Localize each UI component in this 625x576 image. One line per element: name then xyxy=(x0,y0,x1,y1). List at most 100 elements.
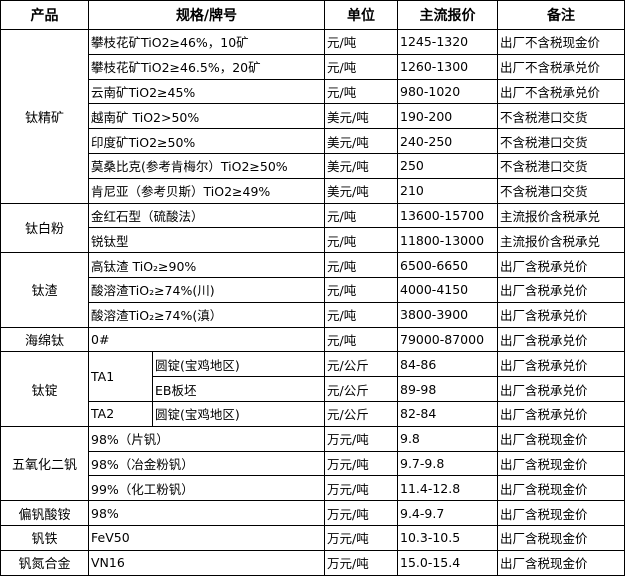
spec-cell: 莫桑比克(参考肯梅尔）TiO2≥50% xyxy=(88,152,325,179)
unit-cell: 元/吨 xyxy=(324,29,398,55)
header-product: 产品 xyxy=(0,0,89,30)
header-row: 产品 规格/牌号 单位 主流报价 备注 xyxy=(0,0,625,30)
table-row: 钛精矿 攀枝花矿TiO2≥46%，10矿 元/吨 1245-1320 出厂不含税现金价 xyxy=(0,29,625,204)
price-cell: 89-98 xyxy=(397,376,498,402)
header-spec: 规格/牌号 xyxy=(88,0,325,30)
price-cell: 210 xyxy=(397,177,498,204)
note-cell: 出厂不含税承兑价 xyxy=(497,53,625,80)
spec-cell: VN16 xyxy=(88,549,325,576)
note-cell: 出厂含税承兑价 xyxy=(497,400,625,427)
price-cell: 980-1020 xyxy=(397,78,498,105)
note-cell: 出厂含税现金价 xyxy=(497,524,625,551)
table-row: 印度矿TiO2≥50% 美元/吨 240-250 不含税港口交货 xyxy=(1,128,625,154)
note-cell: 出厂不含税现金价 xyxy=(497,29,625,55)
price-cell: 9.4-9.7 xyxy=(397,500,498,526)
table-row: 钛锭 TA1 圆锭(宝鸡地区) 元/公斤 84-86 出厂含税承兑价 xyxy=(0,351,625,427)
note-cell: 主流报价含税承兑 xyxy=(497,227,625,254)
product-cell: 钒氮合金 xyxy=(0,549,89,576)
spec-cell: 攀枝花矿TiO2≥46.5%，20矿 xyxy=(88,53,325,80)
table-row: 钒铁 FeV50 万元/吨 10.3-10.5 出厂含税现金价 xyxy=(0,524,625,551)
unit-cell: 万元/吨 xyxy=(324,450,398,477)
price-cell: 13600-15700 xyxy=(397,202,498,229)
note-cell: 出厂含税承兑价 xyxy=(497,252,625,278)
spec-cell: 98% xyxy=(88,500,325,526)
spec-cell: 99%（化工粉钒） xyxy=(88,475,325,502)
header-price: 主流报价 xyxy=(397,0,498,30)
unit-cell: 美元/吨 xyxy=(324,128,398,154)
note-cell: 不含税港口交货 xyxy=(497,103,625,130)
note-cell: 出厂含税承兑价 xyxy=(497,351,625,378)
spec-cell: 越南矿 TiO2>50% xyxy=(88,103,325,130)
table-row: EB板坯 元/公斤 89-98 出厂含税承兑价 xyxy=(1,376,625,402)
spec-cell: 攀枝花矿TiO2≥46%，10矿 xyxy=(88,29,325,55)
price-cell: 190-200 xyxy=(397,103,498,130)
note-cell: 出厂含税现金价 xyxy=(497,549,625,576)
unit-cell: 元/吨 xyxy=(324,326,398,353)
table-row: 98%（冶金粉钒） 万元/吨 9.7-9.8 出厂含税现金价 xyxy=(1,450,625,477)
table-row: 莫桑比克(参考肯梅尔）TiO2≥50% 美元/吨 250 不含税港口交货 xyxy=(1,152,625,179)
price-cell: 11800-13000 xyxy=(397,227,498,254)
spec-cell: 酸溶渣TiO₂≥74%(滇） xyxy=(88,301,325,328)
unit-cell: 元/吨 xyxy=(324,252,398,278)
price-cell: 1245-1320 xyxy=(397,29,498,55)
note-cell: 出厂含税承兑价 xyxy=(497,376,625,402)
spec-cell: 印度矿TiO2≥50% xyxy=(88,128,325,154)
price-cell: 1260-1300 xyxy=(397,53,498,80)
price-cell: 10.3-10.5 xyxy=(397,524,498,551)
unit-cell: 元/公斤 xyxy=(324,351,398,378)
unit-cell: 美元/吨 xyxy=(324,103,398,130)
note-cell: 出厂含税现金价 xyxy=(497,500,625,526)
price-cell: 6500-6650 xyxy=(397,252,498,278)
price-cell: 84-86 xyxy=(397,351,498,378)
table-row: 越南矿 TiO2>50% 美元/吨 190-200 不含税港口交货 xyxy=(1,103,625,130)
note-cell: 不含税港口交货 xyxy=(497,128,625,154)
spec-cell: 酸溶渣TiO₂≥74%(川) xyxy=(88,276,325,303)
spec-cell: 98%（冶金粉钒） xyxy=(88,450,325,477)
price-cell: 15.0-15.4 xyxy=(397,549,498,576)
table-row: 攀枝花矿TiO2≥46.5%，20矿 元/吨 1260-1300 出厂不含税承兑价 xyxy=(1,53,625,80)
unit-cell: 万元/吨 xyxy=(324,475,398,502)
price-cell: 9.8 xyxy=(397,425,498,452)
table-row: 五氧化二钒 98%（片钒） 万元/吨 9.8 出厂含税现金价 xyxy=(0,425,625,502)
table-row: 钒氮合金 VN16 万元/吨 15.0-15.4 出厂含税现金价 xyxy=(0,549,625,576)
table-row: TA2 圆锭(宝鸡地区) 元/公斤 82-84 出厂含税承兑价 xyxy=(1,400,625,427)
unit-cell: 元/吨 xyxy=(324,276,398,303)
unit-cell: 元/公斤 xyxy=(324,376,398,402)
spec-cell: 锐钛型 xyxy=(88,227,325,254)
product-cell: 钛精矿 xyxy=(0,29,89,204)
note-cell: 出厂含税现金价 xyxy=(497,475,625,502)
note-cell: 出厂含税现金价 xyxy=(497,425,625,452)
table-row: 酸溶渣TiO₂≥74%(川) 元/吨 4000-4150 出厂含税承兑价 xyxy=(1,276,625,303)
product-cell: 钒铁 xyxy=(0,524,89,551)
spec-cell: 0# xyxy=(88,326,325,353)
unit-cell: 元/吨 xyxy=(324,78,398,105)
header-unit: 单位 xyxy=(324,0,398,30)
spec-cell: 高钛渣 TiO₂≥90% xyxy=(88,252,325,278)
price-cell: 11.4-12.8 xyxy=(397,475,498,502)
unit-cell: 万元/吨 xyxy=(324,500,398,526)
product-cell: 五氧化二钒 xyxy=(0,425,89,502)
product-cell: 钛渣 xyxy=(0,252,89,328)
price-cell: 250 xyxy=(397,152,498,179)
note-cell: 出厂含税承兑价 xyxy=(497,276,625,303)
note-cell: 出厂不含税承兑价 xyxy=(497,78,625,105)
note-cell: 出厂含税现金价 xyxy=(497,450,625,477)
note-cell: 主流报价含税承兑 xyxy=(497,202,625,229)
unit-cell: 万元/吨 xyxy=(324,425,398,452)
table-row: 99%（化工粉钒） 万元/吨 11.4-12.8 出厂含税现金价 xyxy=(1,475,625,502)
unit-cell: 万元/吨 xyxy=(324,524,398,551)
spec-cell: 肯尼亚（参考贝斯）TiO2≥49% xyxy=(88,177,325,204)
unit-cell: 美元/吨 xyxy=(324,152,398,179)
product-cell: 偏钒酸铵 xyxy=(0,500,89,526)
unit-cell: 元/吨 xyxy=(324,301,398,328)
table-row: 钛渣 高钛渣 TiO₂≥90% 元/吨 6500-6650 出厂含税承兑价 xyxy=(0,252,625,328)
grade-cell: TA1 xyxy=(88,351,153,402)
table-row: 锐钛型 元/吨 11800-13000 主流报价含税承兑 xyxy=(1,227,625,254)
price-cell: 4000-4150 xyxy=(397,276,498,303)
product-cell: 海绵钛 xyxy=(0,326,89,353)
note-cell: 不含税港口交货 xyxy=(497,152,625,179)
table-row: 肯尼亚（参考贝斯）TiO2≥49% 美元/吨 210 不含税港口交货 xyxy=(1,177,625,204)
price-cell: 3800-3900 xyxy=(397,301,498,328)
price-cell: 79000-87000 xyxy=(397,326,498,353)
unit-cell: 元/公斤 xyxy=(324,400,398,427)
